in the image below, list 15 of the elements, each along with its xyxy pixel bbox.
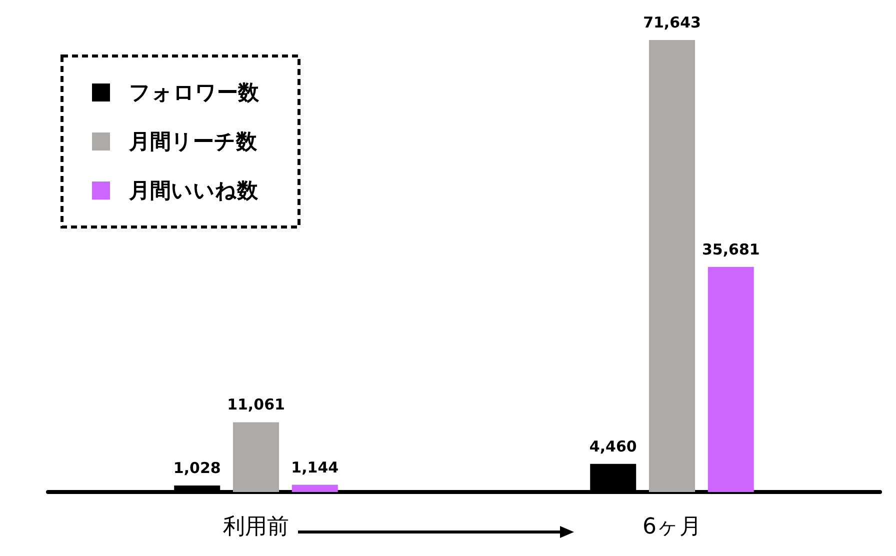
x-tick-label: 6ヶ月 bbox=[642, 514, 702, 540]
data-label: 11,061 bbox=[227, 396, 285, 414]
data-label: 35,681 bbox=[702, 240, 760, 258]
bar bbox=[292, 484, 338, 492]
data-label: 1,028 bbox=[173, 459, 221, 478]
x-tick-label: 利用前 bbox=[223, 514, 289, 540]
bar bbox=[708, 266, 754, 492]
legend-label: 月間いいね数 bbox=[128, 178, 259, 202]
data-label: 71,643 bbox=[643, 14, 701, 32]
bar bbox=[233, 422, 279, 492]
data-label: 1,144 bbox=[291, 458, 339, 476]
legend-label: フォロワー数 bbox=[129, 80, 260, 104]
legend-label: 月間リーチ数 bbox=[128, 130, 258, 154]
bar bbox=[649, 40, 695, 492]
data-label: 4,460 bbox=[589, 437, 637, 456]
